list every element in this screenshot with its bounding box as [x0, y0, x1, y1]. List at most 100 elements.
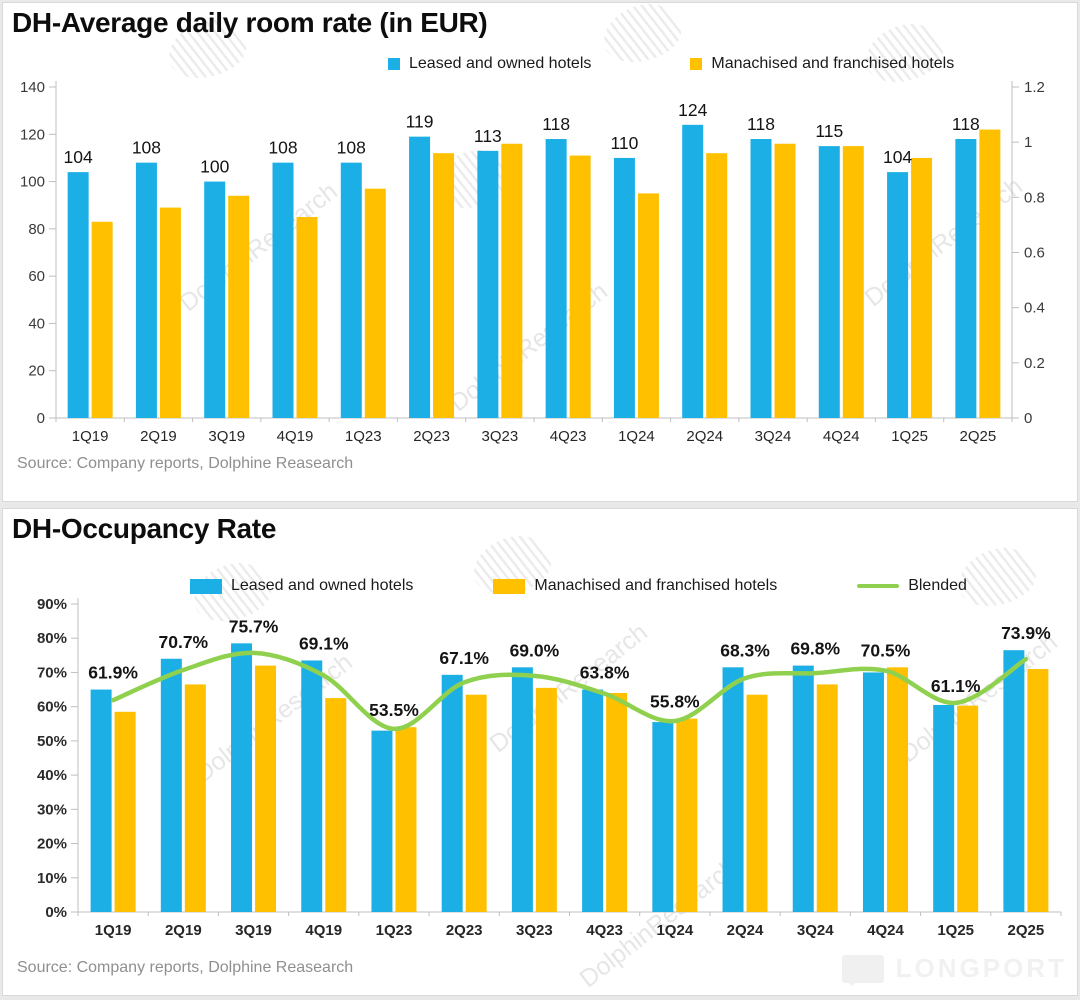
category-label: 4Q19	[277, 428, 314, 445]
bar-manachised	[842, 146, 864, 418]
category-label: 1Q23	[345, 428, 382, 445]
bar-leased	[409, 136, 431, 418]
category-label: 1Q25	[937, 922, 974, 939]
legend-swatch-leased	[190, 578, 222, 594]
category-label: 2Q19	[165, 922, 202, 939]
bar-manachised	[706, 153, 728, 418]
category-label: 1Q19	[95, 922, 132, 939]
longport-logo-text: LONGPORT	[895, 953, 1067, 983]
data-label: 115	[815, 121, 843, 141]
data-label: 108	[337, 138, 366, 158]
blended-line	[110, 650, 1029, 732]
data-label: 100	[200, 157, 229, 177]
data-label: 61.1%	[931, 676, 981, 696]
bar-manachised	[255, 665, 277, 912]
bar-manachised	[746, 694, 768, 912]
bar-leased	[955, 139, 977, 418]
adr-source-note: Source: Company reports, Dolphine Reasea…	[17, 455, 354, 472]
category-label: 4Q23	[550, 428, 587, 445]
bar-leased	[511, 667, 533, 912]
occupancy-chart-panel: DH-Occupancy Rate Leased and owned hotel…	[2, 508, 1078, 996]
category-label: 1Q25	[891, 428, 928, 445]
bar-manachised	[816, 684, 838, 912]
data-label: 70.7%	[159, 632, 209, 652]
bar-manachised	[465, 694, 487, 912]
data-label: 124	[678, 100, 707, 120]
bar-manachised	[228, 195, 250, 418]
bar-leased	[371, 730, 393, 912]
bar-leased	[135, 162, 157, 418]
bar-leased	[231, 643, 253, 912]
bar-manachised	[395, 727, 417, 912]
category-label: 4Q19	[305, 922, 342, 939]
bar-manachised	[501, 143, 523, 418]
category-label: 3Q23	[516, 922, 553, 939]
legend-item-blended: Blended	[857, 577, 967, 595]
y-axis-tick-label: 90%	[37, 596, 67, 613]
left-axis-tick-label: 20	[28, 363, 45, 380]
legend-item-manachised: Manachised and franchised hotels	[493, 577, 777, 595]
category-label: 4Q23	[586, 922, 623, 939]
data-label: 118	[952, 114, 980, 134]
bar-manachised	[433, 153, 455, 418]
data-label: 118	[542, 114, 570, 134]
category-label: 1Q23	[376, 922, 413, 939]
bar-manachised	[637, 193, 659, 418]
legend-label-manachised: Manachised and franchised hotels	[534, 577, 778, 594]
category-label: 3Q23	[482, 428, 519, 445]
category-label: 2Q24	[727, 922, 764, 939]
bar-leased	[818, 146, 840, 418]
y-axis-tick-label: 60%	[37, 699, 67, 716]
data-label: 75.7%	[229, 616, 279, 636]
bar-manachised	[535, 687, 557, 912]
legend-item-manachised: Manachised and franchised hotels	[690, 55, 954, 73]
category-label: 2Q19	[140, 428, 177, 445]
y-axis-tick-label: 50%	[37, 733, 67, 750]
bar-leased	[90, 689, 112, 912]
legend-item-leased: Leased and owned hotels	[190, 577, 413, 595]
y-axis-tick-label: 30%	[37, 801, 67, 818]
occupancy-chart-title: DH-Occupancy Rate	[12, 513, 277, 544]
category-label: 2Q25	[1008, 922, 1045, 939]
y-axis-tick-label: 80%	[37, 630, 67, 647]
bar-leased	[652, 722, 674, 912]
bar-manachised	[159, 207, 181, 418]
category-label: 3Q19	[235, 922, 272, 939]
category-label: 2Q23	[413, 428, 450, 445]
data-label: 69.0%	[510, 640, 560, 660]
right-axis-tick-label: 0	[1024, 410, 1032, 427]
data-label: 108	[268, 138, 297, 158]
adr-chart-canvas: 0 20 40 60 80 100 120 140 0 0.2 0.4 0.6 0.8 1 1.2 104 1Q…	[20, 79, 1045, 445]
bar-manachised	[979, 129, 1001, 419]
data-label: 110	[610, 133, 638, 153]
bar-leased	[160, 658, 182, 912]
legend-swatch-manachised	[690, 58, 703, 70]
bar-manachised	[886, 667, 908, 912]
bar-leased	[301, 660, 323, 912]
right-axis-tick-label: 0.6	[1024, 245, 1045, 262]
category-label: 2Q23	[446, 922, 483, 939]
data-label: 55.8%	[650, 692, 700, 712]
data-label: 104	[883, 147, 912, 167]
bar-leased	[272, 162, 294, 418]
legend-swatch-manachised	[493, 578, 526, 594]
adr-legend: Leased and owned hotels Manachised and f…	[388, 55, 954, 73]
legend-swatch-blended	[857, 583, 900, 589]
left-axis-tick-label: 60	[28, 268, 45, 285]
data-label: 113	[474, 126, 502, 146]
y-axis-tick-label: 10%	[37, 870, 67, 887]
bar-manachised	[184, 684, 206, 912]
y-axis-tick-label: 40%	[37, 767, 67, 784]
category-label: 3Q24	[797, 922, 834, 939]
data-label: 69.1%	[299, 633, 349, 653]
bar-manachised	[1027, 669, 1049, 912]
y-axis-tick-label: 0%	[45, 904, 67, 921]
bar-leased	[1003, 650, 1025, 912]
y-axis-tick-label: 20%	[37, 836, 67, 853]
category-label: 4Q24	[867, 922, 904, 939]
bar-manachised	[774, 143, 796, 418]
legend-label-blended: Blended	[908, 577, 967, 594]
left-axis-tick-label: 120	[20, 126, 45, 143]
data-label: 69.8%	[790, 639, 840, 659]
bar-leased	[67, 172, 89, 418]
